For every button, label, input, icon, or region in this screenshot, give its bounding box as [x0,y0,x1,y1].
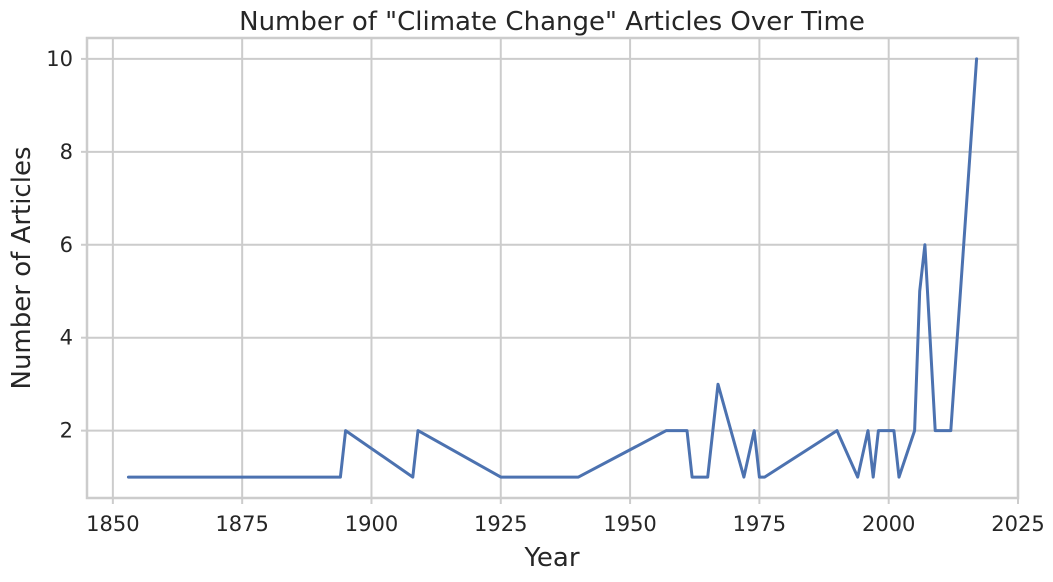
y-tick-label: 6 [60,233,73,257]
y-tick-label: 4 [60,326,73,350]
chart-title: Number of "Climate Change" Articles Over… [239,7,865,37]
series-line [126,57,979,479]
x-tick-label: 1875 [215,512,268,536]
x-tick-label: 2000 [862,512,915,536]
y-tick-label: 8 [60,140,73,164]
plot-frame [85,36,1020,500]
axis-ticks: 1850 1875 1900 1925 1950 1975 2000 2025 2 4 6 8 10 [46,47,1044,536]
x-tick-label: 1900 [345,512,398,536]
y-tick-label: 2 [60,419,73,443]
grid [87,38,1018,498]
y-tick-label: 10 [46,47,73,71]
x-tick-label: 2025 [991,512,1044,536]
x-tick-label: 1950 [603,512,656,536]
x-tick-label: 1850 [86,512,139,536]
data-series [126,57,979,479]
x-tick-label: 1975 [733,512,786,536]
x-axis-label: Year [523,543,579,573]
x-tick-label: 1925 [474,512,527,536]
y-axis-label: Number of Articles [7,147,37,390]
